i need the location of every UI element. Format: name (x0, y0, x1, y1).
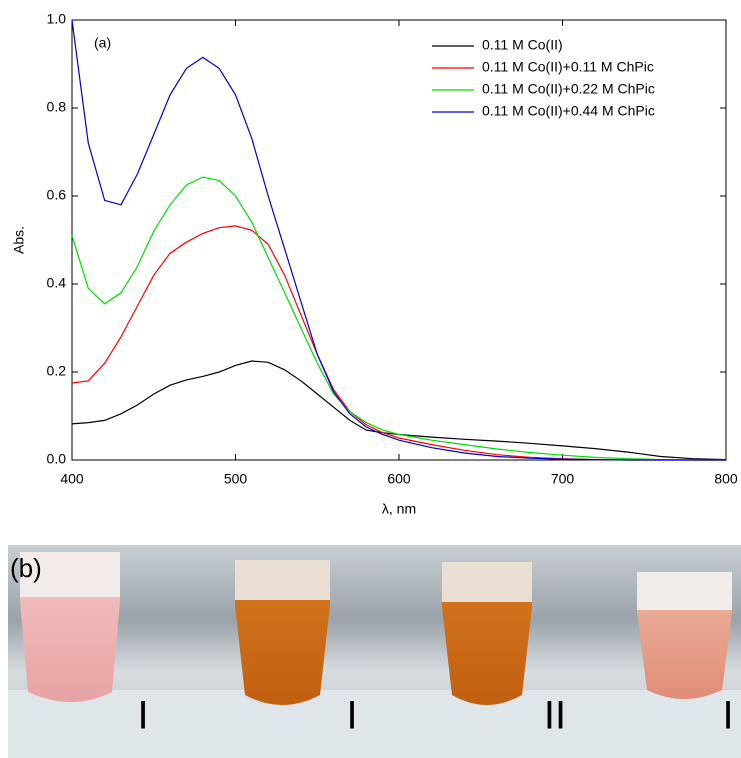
y-tick-label: 0.4 (47, 275, 67, 291)
x-tick-label: 700 (551, 471, 575, 487)
y-tick-label: 0.8 (47, 99, 67, 115)
series-line (71, 225, 726, 461)
tube-cap (442, 562, 532, 602)
x-tick-label: 500 (224, 471, 248, 487)
x-tick-label: 800 (714, 471, 738, 487)
series-line (71, 360, 727, 461)
tube-cap (20, 552, 120, 597)
y-tick-label: 0.6 (47, 187, 67, 203)
x-axis-label: λ, nm (382, 501, 416, 517)
series-line (71, 176, 726, 461)
legend-label: 0.11 M Co(II)+0.44 M ChPic (482, 103, 655, 119)
tube-cap (235, 560, 330, 600)
y-tick-label: 0.0 (47, 451, 67, 467)
tube-cap (637, 572, 732, 610)
photo-label: (b) (10, 553, 42, 583)
legend-label: 0.11 M Co(II)+0.11 M ChPic (482, 59, 654, 75)
photo: (b) I I II I (8, 545, 741, 758)
tube-label: I (346, 694, 357, 738)
legend-label: 0.11 M Co(II) (482, 37, 563, 53)
tube-label: I (722, 694, 733, 738)
rack (8, 690, 741, 758)
panel-label: (a) (94, 35, 111, 51)
y-axis-label: Abs. (11, 226, 27, 254)
legend-label: 0.11 M Co(II)+0.22 M ChPic (482, 81, 655, 97)
y-tick-label: 1.0 (47, 11, 67, 27)
x-tick-label: 600 (387, 471, 411, 487)
series-line (71, 19, 726, 461)
tube-label: I (137, 694, 148, 738)
tube-label: II (544, 694, 566, 738)
x-tick-label: 400 (60, 471, 84, 487)
y-tick-label: 0.2 (47, 363, 67, 379)
